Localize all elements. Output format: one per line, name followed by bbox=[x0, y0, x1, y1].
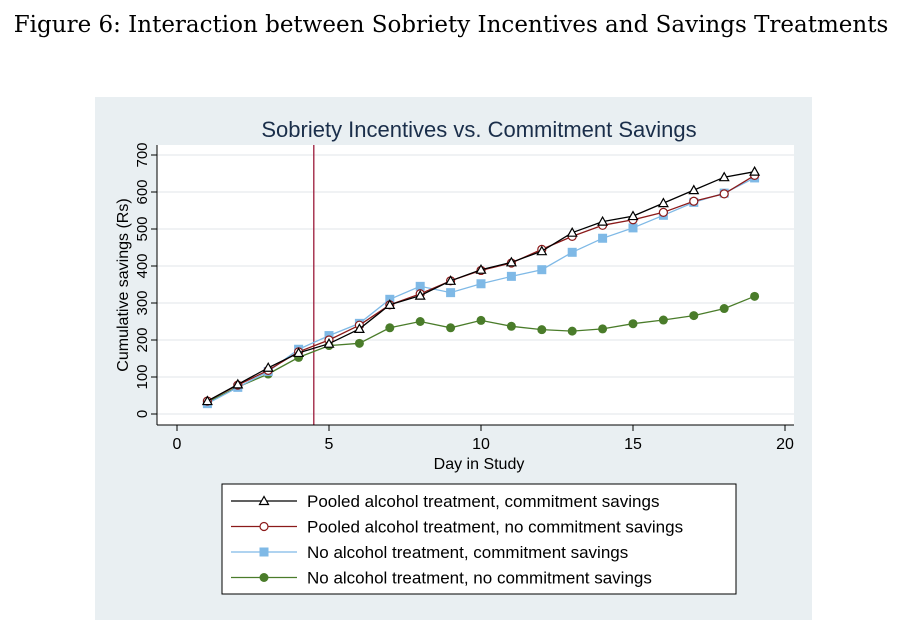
data-point bbox=[262, 362, 274, 372]
data-point bbox=[536, 245, 548, 256]
data-point bbox=[628, 223, 638, 233]
data-point bbox=[627, 210, 639, 221]
legend-entry: No alcohol treatment, commitment savings bbox=[231, 543, 628, 562]
series-1 bbox=[201, 165, 761, 406]
y-tick-label: 200 bbox=[134, 327, 151, 352]
series-lines bbox=[201, 165, 761, 409]
y-tick-label: 600 bbox=[134, 179, 151, 204]
data-point bbox=[567, 247, 577, 257]
data-point bbox=[718, 171, 730, 182]
data-point bbox=[446, 288, 456, 298]
data-point bbox=[415, 281, 425, 291]
data-point bbox=[598, 324, 608, 334]
data-point bbox=[476, 279, 486, 289]
data-point bbox=[537, 265, 547, 275]
data-point bbox=[598, 233, 608, 243]
legend-label: No alcohol treatment, no commitment savi… bbox=[307, 569, 652, 588]
data-point bbox=[446, 323, 456, 333]
data-point bbox=[323, 337, 335, 348]
y-tick-label: 100 bbox=[134, 364, 151, 389]
data-point bbox=[506, 321, 516, 331]
x-tick-label: 0 bbox=[173, 436, 182, 453]
data-point bbox=[506, 271, 516, 281]
x-tick-label: 10 bbox=[472, 436, 490, 453]
data-point bbox=[719, 189, 729, 199]
chart-panel: Sobriety Incentives vs. Commitment Savin… bbox=[95, 97, 812, 620]
data-point bbox=[384, 299, 396, 309]
chart-title: Sobriety Incentives vs. Commitment Savin… bbox=[261, 117, 696, 142]
x-tick-label: 5 bbox=[325, 436, 334, 453]
legend-entry: Pooled alcohol treatment, commitment sav… bbox=[231, 492, 659, 511]
data-point bbox=[445, 275, 457, 285]
data-point bbox=[475, 263, 487, 274]
data-point bbox=[597, 215, 609, 226]
legend-marker bbox=[258, 495, 270, 506]
data-point bbox=[750, 291, 760, 301]
legend-label: No alcohol treatment, commitment savings bbox=[307, 543, 628, 562]
x-tick-label: 20 bbox=[776, 436, 794, 453]
data-point bbox=[689, 196, 699, 206]
legend: Pooled alcohol treatment, commitment sav… bbox=[221, 483, 737, 595]
data-point bbox=[293, 347, 305, 358]
legend-label: Pooled alcohol treatment, commitment sav… bbox=[307, 492, 659, 511]
legend-entry: No alcohol treatment, no commitment savi… bbox=[231, 569, 652, 588]
data-point bbox=[476, 315, 486, 325]
data-point bbox=[689, 311, 699, 321]
data-point bbox=[232, 378, 244, 389]
axes: 0 100 200 300 400 500 600 700 0 5 10 15 20 bbox=[134, 142, 794, 453]
data-point bbox=[201, 395, 213, 406]
y-tick-label: 500 bbox=[134, 216, 151, 241]
legend-label: Pooled alcohol treatment, no commitment … bbox=[307, 518, 683, 537]
legend-entry: Pooled alcohol treatment, no commitment … bbox=[231, 518, 683, 537]
data-point bbox=[566, 226, 578, 237]
data-point bbox=[658, 315, 668, 325]
x-tick-label: 15 bbox=[624, 436, 642, 453]
y-tick-label: 300 bbox=[134, 290, 151, 315]
legend-marker bbox=[259, 547, 269, 557]
y-tick-label: 0 bbox=[134, 410, 151, 418]
x-axis-label: Day in Study bbox=[434, 456, 525, 473]
data-point bbox=[719, 304, 729, 314]
data-point bbox=[749, 165, 761, 176]
data-point bbox=[628, 319, 638, 329]
data-point bbox=[505, 256, 517, 267]
y-axis-label: Cumulative savings (Rs) bbox=[115, 198, 132, 371]
data-point bbox=[353, 323, 365, 333]
chart-svg: Sobriety Incentives vs. Commitment Savin… bbox=[115, 117, 794, 595]
figure-caption: Figure 6: Interaction between Sobriety I… bbox=[13, 12, 889, 38]
data-point bbox=[415, 317, 425, 326]
data-point bbox=[537, 325, 547, 335]
y-tick-label: 400 bbox=[134, 253, 151, 278]
data-point bbox=[657, 197, 669, 208]
legend-marker bbox=[259, 573, 269, 582]
legend-box bbox=[221, 483, 737, 595]
data-point bbox=[567, 326, 577, 336]
data-point bbox=[658, 207, 669, 217]
data-point bbox=[414, 289, 426, 300]
data-point bbox=[688, 184, 700, 195]
data-point bbox=[385, 323, 395, 333]
y-tick-label: 700 bbox=[134, 142, 151, 167]
legend-marker bbox=[259, 521, 269, 532]
data-point bbox=[354, 338, 364, 348]
